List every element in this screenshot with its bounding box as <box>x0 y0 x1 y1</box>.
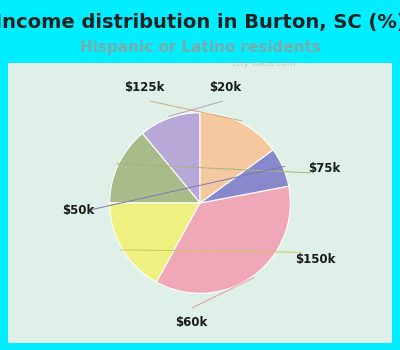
Wedge shape <box>156 186 290 293</box>
FancyBboxPatch shape <box>8 63 392 343</box>
Wedge shape <box>110 203 200 282</box>
Wedge shape <box>110 133 200 203</box>
Wedge shape <box>200 150 289 203</box>
Text: $150k: $150k <box>296 252 336 266</box>
Text: City-Data.com: City-Data.com <box>232 58 296 68</box>
Text: Income distribution in Burton, SC (%): Income distribution in Burton, SC (%) <box>0 13 400 32</box>
Text: $75k: $75k <box>308 162 341 175</box>
Wedge shape <box>142 113 200 203</box>
Text: $50k: $50k <box>62 204 94 217</box>
Text: $60k: $60k <box>175 316 207 329</box>
Text: $125k: $125k <box>124 81 164 94</box>
Text: Hispanic or Latino residents: Hispanic or Latino residents <box>80 40 320 55</box>
Text: $20k: $20k <box>209 81 241 94</box>
Wedge shape <box>200 113 273 203</box>
